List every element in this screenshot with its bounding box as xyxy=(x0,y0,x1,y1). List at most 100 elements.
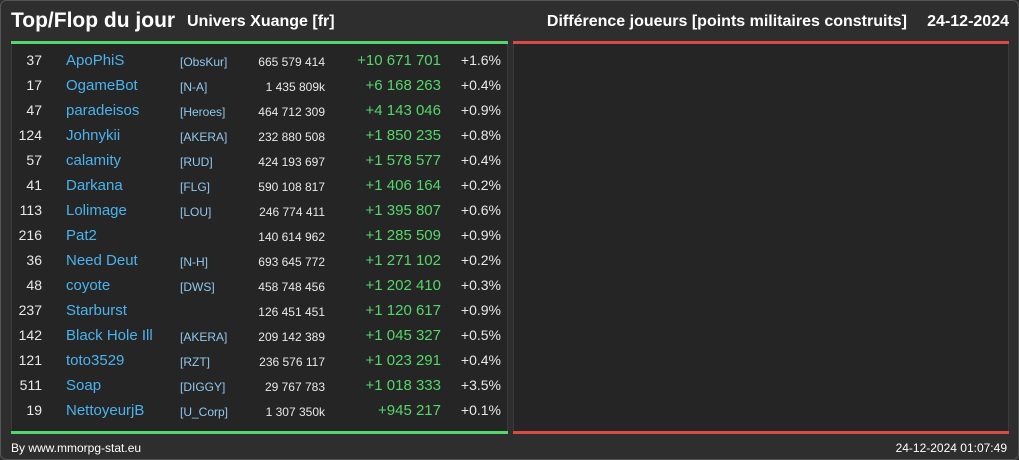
percent-cell: +0.8% xyxy=(460,127,501,143)
rank-cell: 124 xyxy=(18,127,42,143)
player-name-link[interactable]: OgameBot xyxy=(66,77,138,94)
table-row: 237 Starburst 126 451 451 +1 120 617 +0.9% xyxy=(12,299,509,324)
player-name-link[interactable]: Pat2 xyxy=(66,227,97,244)
player-name-link[interactable]: toto3529 xyxy=(66,352,125,369)
diff-cell: +1 023 291 xyxy=(365,352,442,369)
diff-cell: +1 120 617 xyxy=(365,302,442,319)
percent-cell: +0.4% xyxy=(460,352,501,368)
points-cell: 209 142 389 xyxy=(258,330,325,344)
rank-cell: 121 xyxy=(18,352,42,368)
diff-cell: +1 395 807 xyxy=(365,202,442,219)
alliance-tag: [N-H] xyxy=(180,255,208,269)
diff-cell: +1 045 327 xyxy=(365,327,442,344)
table-row: 37 ApoPhiS [ObsKur] 665 579 414 +10 671 701 +… xyxy=(12,49,509,74)
header: Top/Flop du jour Univers Xuange [fr] Dif… xyxy=(1,1,1019,41)
percent-cell: +3.5% xyxy=(460,377,501,393)
percent-cell: +0.9% xyxy=(460,227,501,243)
rank-cell: 17 xyxy=(26,77,42,93)
page-title: Top/Flop du jour xyxy=(11,9,176,32)
alliance-tag: [AKERA] xyxy=(180,330,228,344)
points-cell: 665 579 414 xyxy=(258,55,325,69)
points-cell: 458 748 456 xyxy=(258,280,325,294)
generated-timestamp: 24-12-2024 01:07:49 xyxy=(895,441,1007,455)
rank-cell: 36 xyxy=(26,252,42,268)
points-cell: 126 451 451 xyxy=(258,305,325,319)
points-cell: 1 307 350k xyxy=(265,405,325,419)
player-name-link[interactable]: Johnykii xyxy=(66,127,121,144)
top-accent-bar-bottom xyxy=(11,431,508,434)
points-cell: 424 193 697 xyxy=(258,155,325,169)
percent-cell: +0.4% xyxy=(460,152,501,168)
header-date: 24-12-2024 xyxy=(927,13,1009,30)
percent-cell: +0.6% xyxy=(460,202,501,218)
alliance-tag: [LOU] xyxy=(180,205,212,219)
table-row: 113 Lolimage [LOU] 246 774 411 +1 395 807 +0.… xyxy=(12,199,509,224)
percent-cell: +0.3% xyxy=(460,277,501,293)
alliance-tag: [AKERA] xyxy=(180,130,228,144)
player-name-link[interactable]: Need Deut xyxy=(66,252,138,269)
player-name-link[interactable]: Soap xyxy=(66,377,102,394)
percent-cell: +0.1% xyxy=(460,402,501,418)
rank-cell: 48 xyxy=(26,277,42,293)
diff-cell: +4 143 046 xyxy=(365,102,442,119)
table-row: 57 calamity [RUD] 424 193 697 +1 578 577 +0.4… xyxy=(12,149,509,174)
table-row: 47 paradeisos [Heroes] 464 712 309 +4 143 04… xyxy=(12,99,509,124)
player-name-link[interactable]: calamity xyxy=(66,152,122,169)
points-cell: 29 767 783 xyxy=(264,380,325,394)
diff-cell: +1 850 235 xyxy=(365,127,442,144)
player-name-link[interactable]: Black Hole Ill xyxy=(66,327,153,344)
diff-cell: +1 285 509 xyxy=(365,227,442,244)
table-row: 41 Darkana [FLG] 590 108 817 +1 406 164 +0.2% xyxy=(12,174,509,199)
percent-cell: +0.4% xyxy=(460,77,501,93)
top-panel: 37 ApoPhiS [ObsKur] 665 579 414 +10 671 701 +… xyxy=(11,44,508,431)
universe-label: Univers Xuange [fr] xyxy=(187,13,335,30)
player-name-link[interactable]: coyote xyxy=(66,277,111,294)
player-name-link[interactable]: Darkana xyxy=(66,177,123,194)
alliance-tag: [U_Corp] xyxy=(180,405,229,419)
top-rows-list: 37 ApoPhiS [ObsKur] 665 579 414 +10 671 701 +… xyxy=(12,49,509,424)
alliance-tag: [ObsKur] xyxy=(180,55,228,69)
player-name-link[interactable]: NettoyeurjB xyxy=(66,402,145,419)
rank-cell: 216 xyxy=(18,227,42,243)
rank-cell: 511 xyxy=(19,377,42,393)
table-row: 142 Black Hole Ill [AKERA] 209 142 389 +1 04… xyxy=(12,324,509,349)
percent-cell: +0.2% xyxy=(460,252,501,268)
player-name-link[interactable]: paradeisos xyxy=(66,102,140,119)
rank-cell: 113 xyxy=(19,202,42,218)
table-row: 48 coyote [DWS] 458 748 456 +1 202 410 +0.3% xyxy=(12,274,509,299)
ranking-subtitle: Différence joueurs [points militaires co… xyxy=(546,13,907,30)
points-cell: 246 774 411 xyxy=(259,205,325,219)
alliance-tag: [N-A] xyxy=(180,80,208,94)
percent-cell: +0.2% xyxy=(460,177,501,193)
points-cell: 236 576 117 xyxy=(259,355,325,369)
rank-cell: 47 xyxy=(26,102,42,118)
points-cell: 464 712 309 xyxy=(258,105,325,119)
diff-cell: +1 202 410 xyxy=(365,277,442,294)
percent-cell: +0.5% xyxy=(460,327,501,343)
diff-cell: +6 168 263 xyxy=(365,77,442,94)
points-cell: 590 108 817 xyxy=(258,180,325,194)
points-cell: 1 435 809k xyxy=(265,80,325,94)
points-cell: 693 645 772 xyxy=(258,255,325,269)
alliance-tag: [RUD] xyxy=(180,155,213,169)
player-name-link[interactable]: Lolimage xyxy=(66,202,127,219)
diff-cell: +1 578 577 xyxy=(365,152,442,169)
site-credit: By www.mmorpg-stat.eu xyxy=(11,441,142,455)
player-name-link[interactable]: Starburst xyxy=(66,302,127,319)
rank-cell: 142 xyxy=(18,327,42,343)
table-row: 36 Need Deut [N-H] 693 645 772 +1 271 102 +0.… xyxy=(12,249,509,274)
alliance-tag: [Heroes] xyxy=(180,105,226,119)
alliance-tag: [RZT] xyxy=(180,355,210,369)
percent-cell: +0.9% xyxy=(460,302,501,318)
player-name-link[interactable]: ApoPhiS xyxy=(66,52,125,69)
percent-cell: +1.6% xyxy=(460,52,501,68)
rank-cell: 237 xyxy=(18,302,42,318)
table-row: 124 Johnykii [AKERA] 232 880 508 +1 850 235 +… xyxy=(12,124,509,149)
rank-cell: 41 xyxy=(26,177,42,193)
diff-cell: +10 671 701 xyxy=(357,52,441,69)
top-accent-bar xyxy=(11,41,508,44)
alliance-tag: [DIGGY] xyxy=(180,380,226,394)
points-cell: 232 880 508 xyxy=(258,130,325,144)
table-row: 216 Pat2 140 614 962 +1 285 509 +0.9% xyxy=(12,224,509,249)
